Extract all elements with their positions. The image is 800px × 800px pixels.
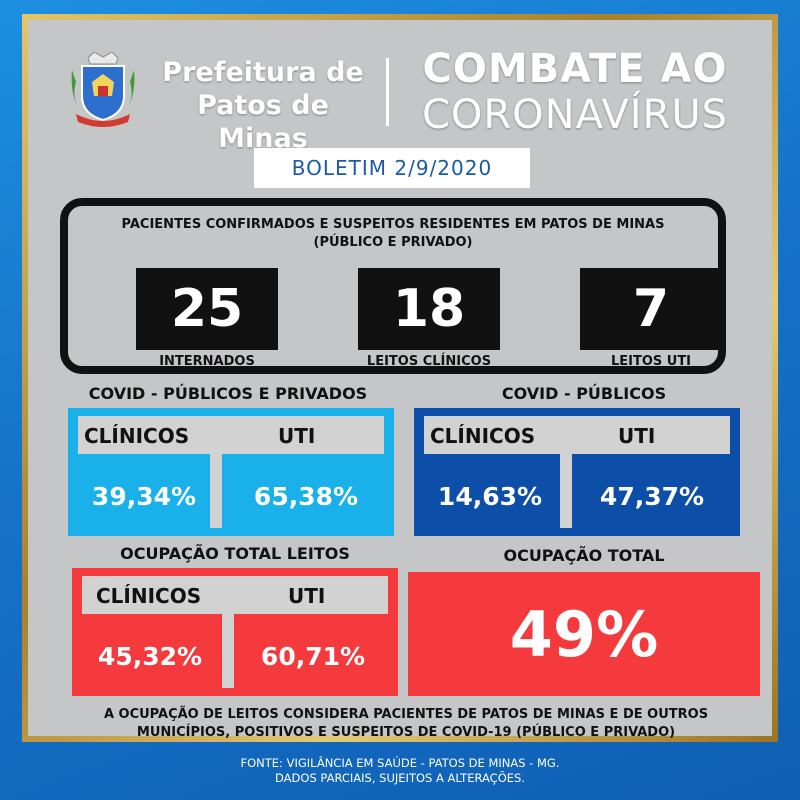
clinicos-value: 14,63% [437,481,543,511]
uti-value: 60,71% [260,641,366,671]
gold-frame: Prefeitura de Patos de Minas COMBATE AO … [22,14,778,742]
uti-value: 65,38% [253,481,359,511]
block-divider [560,454,572,528]
stat-value: 25 [136,268,278,350]
patients-box: PACIENTES CONFIRMADOS E SUSPEITOS RESIDE… [60,198,726,374]
uti-label: UTI [278,424,316,448]
clinicos-label: CLÍNICOS [96,584,202,608]
stat-internados: 25 INTERNADOS [136,268,278,369]
patients-title-line1: PACIENTES CONFIRMADOS E SUSPEITOS RESIDE… [121,217,665,232]
prefeitura-line2: Patos de Minas [197,90,329,154]
clinicos-value: 39,34% [91,481,197,511]
prefeitura-line1: Prefeitura de [162,57,364,88]
block-header: CLÍNICOS UTI [424,416,730,454]
clinicos-value: 45,32% [97,641,203,671]
boletim-date: BOLETIM 2/9/2020 [254,148,530,188]
stat-value: 18 [358,268,500,350]
prefeitura-title: Prefeitura de Patos de Minas [148,56,378,155]
patients-title: PACIENTES CONFIRMADOS E SUSPEITOS RESIDE… [68,216,718,252]
combate-line1: COMBATE AO [422,46,728,92]
source-note: FONTE: VIGILÂNCIA EM SAÚDE - PATOS DE MI… [0,756,800,786]
stat-value: 7 [580,268,722,350]
uti-label: UTI [618,424,656,448]
section-title-publicos: COVID - PÚBLICOS [501,384,667,403]
source-line1: FONTE: VIGILÂNCIA EM SAÚDE - PATOS DE MI… [240,756,560,770]
uti-label: UTI [288,584,326,608]
section-title-publicos-privados: COVID - PÚBLICOS E PRIVADOS [88,384,368,403]
section-title-ocupacao-leitos: OCUPAÇÃO TOTAL LEITOS [120,544,350,563]
patients-title-line2: (PÚBLICO E PRIVADO) [313,235,473,250]
stat-label: LEITOS UTI [610,354,692,369]
section-title-ocupacao-total: OCUPAÇÃO TOTAL [503,546,665,565]
stat-leitos-clinicos: 18 LEITOS CLÍNICOS [358,268,500,369]
block-divider [222,614,234,688]
footnote-line2: MUNICÍPIOS, POSITIVOS E SUSPEITOS DE COV… [136,725,676,740]
uti-value: 47,37% [599,481,705,511]
content-panel: Prefeitura de Patos de Minas COMBATE AO … [28,20,772,740]
stat-label: INTERNADOS [159,354,255,369]
clinicos-label: CLÍNICOS [84,424,190,448]
stat-leitos-uti: 7 LEITOS UTI [580,268,722,369]
footnote: A OCUPAÇÃO DE LEITOS CONSIDERA PACIENTES… [48,706,764,742]
combate-title: COMBATE AO CORONAVÍRUS [400,46,750,138]
footnote-line1: A OCUPAÇÃO DE LEITOS CONSIDERA PACIENTES… [103,707,709,722]
city-crest-icon [71,52,135,127]
stat-label: LEITOS CLÍNICOS [366,354,492,369]
ocupacao-total-value: 49% [408,572,760,696]
block-publicos: CLÍNICOS UTI 14,63% 47,37% [414,408,740,536]
header-divider [386,58,389,126]
combate-line2: CORONAVÍRUS [421,92,729,138]
source-line2: DADOS PARCIAIS, SUJEITOS A ALTERAÇÕES. [275,771,525,785]
clinicos-label: CLÍNICOS [430,424,536,448]
block-ocupacao-leitos: CLÍNICOS UTI 45,32% 60,71% [72,568,398,696]
block-divider [210,454,222,528]
block-header: CLÍNICOS UTI [78,416,384,454]
block-header: CLÍNICOS UTI [82,576,388,614]
block-publicos-privados: CLÍNICOS UTI 39,34% 65,38% [68,408,394,536]
